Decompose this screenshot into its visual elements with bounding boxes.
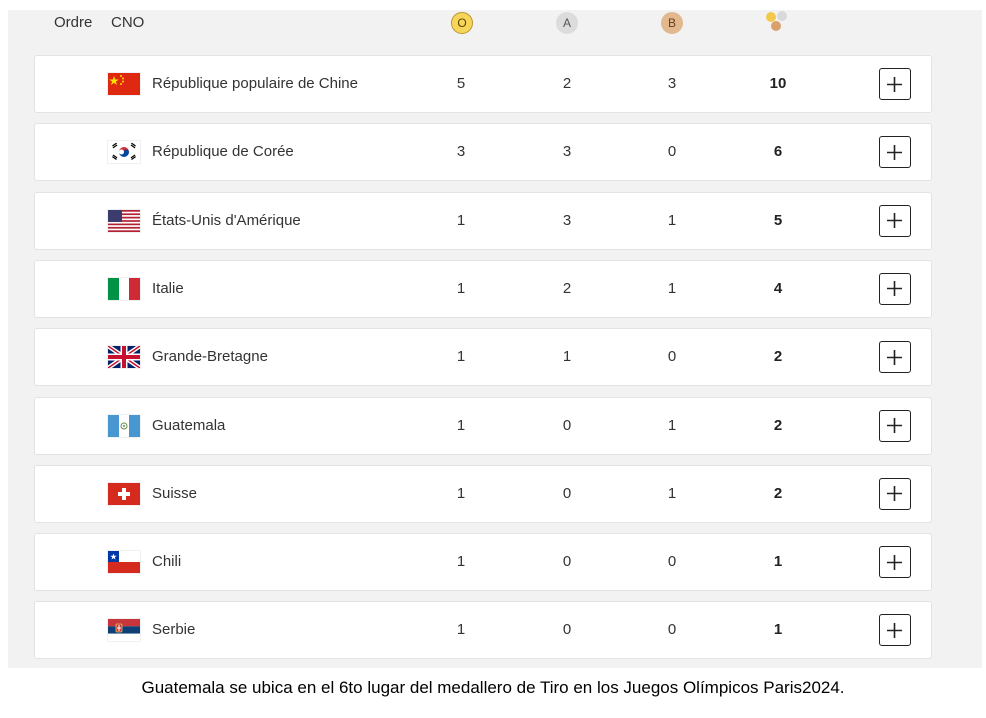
expand-row-button[interactable] [879,546,911,579]
silver-count: 3 [562,143,572,161]
plus-icon [887,622,902,638]
table-row: États-Unis d'Amérique 1 3 1 5 [34,191,932,250]
gold-count: 1 [456,348,466,366]
expand-row-button[interactable] [879,136,911,169]
guatemala-flag [108,414,140,437]
gold-count: 1 [456,484,466,502]
gold-count: 1 [456,279,466,297]
total-count: 2 [773,484,783,502]
bronze-count: 3 [667,75,677,92]
table-header: Ordre CNO O A B [8,10,982,48]
plus-icon [887,349,902,365]
table-row: République de Corée 3 3 0 6 [34,123,932,182]
total-count: 5 [773,211,783,229]
silver-medal-icon: A [556,12,578,34]
country-name: République de Corée [152,143,294,161]
silver-count: 3 [562,211,572,229]
image-caption: Guatemala se ubica en el 6to lugar del m… [141,678,845,697]
plus-icon [887,213,902,229]
bronze-count: 0 [667,348,677,366]
bronze-count: 1 [667,484,677,502]
china-flag [108,73,140,95]
bronze-count: 0 [667,143,677,161]
country-name: Grande-Bretagne [152,348,268,366]
bronze-count: 0 [667,553,677,571]
bronze-count: 1 [667,279,677,297]
country-name: Chili [152,553,182,571]
expand-row-button[interactable] [879,614,911,647]
expand-row-button[interactable] [879,477,911,510]
great-britain-flag [108,346,140,369]
table-row: Guatemala 1 0 1 2 [34,396,932,455]
silver-count: 0 [562,484,572,502]
total-count: 10 [769,75,787,92]
noc-column-header: CNO [111,14,145,31]
gold-medal-icon: O [451,12,473,34]
bronze-count: 1 [667,211,677,229]
silver-count: 0 [562,416,572,434]
table-row: République populaire de Chine 5 2 3 10 [34,55,932,113]
table-row: Italie 1 2 1 4 [34,259,932,318]
order-column-header: Ordre [54,14,93,31]
table-row: Suisse 1 0 1 2 [34,464,932,523]
expand-row-button[interactable] [879,68,911,100]
gold-count: 1 [456,211,466,229]
table-row: Grande-Bretagne 1 1 0 2 [34,328,932,387]
country-name: États-Unis d'Amérique [152,211,301,229]
total-count: 1 [773,621,783,639]
country-name: Serbie [152,621,196,639]
table-row: Chili 1 0 0 1 [34,533,932,592]
total-count: 2 [773,416,783,434]
bronze-count: 0 [667,621,677,639]
medal-table-panel: Ordre CNO O A B République populaire de … [8,10,982,668]
plus-icon [887,554,902,570]
gold-count: 1 [456,416,466,434]
south-korea-flag [108,141,140,164]
plus-icon [887,486,902,502]
switzerland-flag [108,482,140,505]
gold-count: 3 [456,143,466,161]
expand-row-button[interactable] [879,272,911,305]
expand-row-button[interactable] [879,341,911,374]
silver-count: 0 [562,553,572,571]
chile-flag [108,551,140,574]
total-count: 4 [773,279,783,297]
plus-icon [887,76,902,92]
expand-row-button[interactable] [879,409,911,442]
silver-count: 0 [562,621,572,639]
silver-count: 1 [562,348,572,366]
usa-flag [108,209,140,232]
plus-icon [887,418,902,433]
country-name: Italie [152,279,184,297]
plus-icon [887,144,902,160]
total-count: 6 [773,143,783,161]
country-name: République populaire de Chine [152,75,358,92]
expand-row-button[interactable] [879,204,911,237]
plus-icon [887,281,902,297]
country-name: Guatemala [152,416,226,434]
silver-count: 2 [562,279,572,297]
table-row: Serbie 1 0 0 1 [34,601,932,660]
total-medals-icon [764,10,794,36]
total-count: 1 [773,553,783,571]
country-name: Suisse [152,484,198,502]
total-count: 2 [773,348,783,366]
silver-count: 2 [562,75,572,92]
bronze-medal-icon: B [661,12,683,34]
italy-flag [108,277,140,300]
bronze-count: 1 [667,416,677,434]
gold-count: 5 [456,75,466,92]
gold-count: 1 [456,621,466,639]
serbia-flag [108,619,140,642]
gold-count: 1 [456,553,466,571]
